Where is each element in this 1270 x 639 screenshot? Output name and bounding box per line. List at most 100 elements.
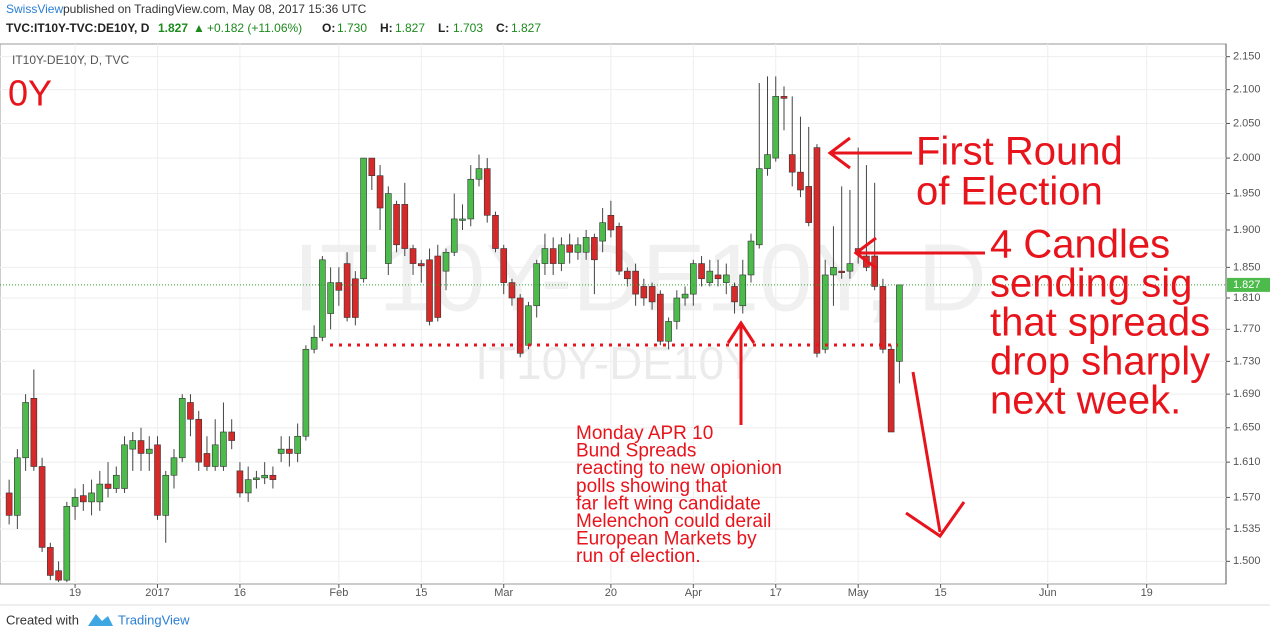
- y-tick-label: 1.770: [1233, 323, 1261, 335]
- change: +0.182 (+11.06%): [207, 21, 302, 35]
- ohlc-label: L:: [438, 21, 449, 35]
- candle-body: [467, 178, 475, 220]
- y-tick-label: 1.690: [1233, 388, 1261, 400]
- x-tick-label: 16: [234, 587, 246, 599]
- candle-body: [624, 270, 631, 280]
- candle-body: [574, 244, 582, 253]
- ohlc-value: 1.827: [395, 21, 425, 35]
- candle-body: [434, 255, 442, 318]
- candle-body: [335, 282, 343, 291]
- author[interactable]: SwissView: [6, 2, 63, 16]
- candle-body: [352, 278, 359, 318]
- candle-body: [731, 286, 738, 303]
- candle-body: [706, 270, 714, 283]
- candle-body: [797, 171, 804, 191]
- published: published on TradingView.com, May 08, 20…: [63, 2, 367, 16]
- candle-body: [426, 259, 433, 322]
- symbol: TVC:IT10Y-TVC:DE10Y, D: [6, 21, 150, 35]
- candle-body: [722, 274, 730, 283]
- corner-label: 0Y: [8, 73, 52, 114]
- x-tick-label: May: [848, 587, 869, 599]
- y-tick-label: 1.610: [1233, 456, 1261, 468]
- candle-body: [253, 477, 260, 480]
- candle-body: [195, 418, 203, 463]
- candle-body: [187, 402, 194, 420]
- candle-body: [450, 218, 458, 253]
- candle-body: [755, 168, 763, 246]
- x-tick-label: Apr: [685, 587, 702, 599]
- candle-body: [533, 263, 540, 307]
- annotation-line: Melenchon could derail: [576, 511, 771, 532]
- candle-body: [220, 431, 227, 467]
- candle-body: [63, 506, 71, 581]
- candle-body: [813, 147, 821, 354]
- candle-body: [203, 453, 211, 467]
- candle-body: [417, 263, 425, 267]
- annotation-line: polls showing that: [576, 476, 728, 497]
- grid: [0, 44, 1226, 584]
- candle-body: [607, 214, 615, 231]
- candle-body: [319, 259, 326, 338]
- candle-body: [714, 274, 722, 280]
- y-tick-label: 1.810: [1233, 292, 1261, 304]
- annotation-line: 4 Candles: [990, 223, 1170, 267]
- candle-body: [442, 251, 450, 272]
- candle-body: [129, 440, 137, 450]
- candle-body: [38, 466, 46, 548]
- chart-title: IT10Y-DE10Y, D, TVC: [12, 53, 130, 67]
- arrow-down: [905, 371, 966, 539]
- candle-body: [310, 336, 318, 350]
- candle-body: [896, 284, 903, 362]
- x-tick-label: 2017: [145, 587, 169, 599]
- x-tick-label: Feb: [329, 587, 348, 599]
- annotation-line: far left wing candidate: [576, 493, 761, 514]
- candle-body: [648, 286, 656, 303]
- candle-body: [459, 218, 466, 221]
- annotation-line: European Markets by: [576, 529, 757, 550]
- candle-body: [475, 168, 483, 180]
- candle-body: [665, 321, 672, 342]
- annotation-line: Bund Spreads: [576, 441, 696, 462]
- candle-body: [343, 263, 351, 318]
- ohlc-label: O:: [322, 21, 335, 35]
- candle-body: [673, 297, 681, 322]
- last-price-box: [1227, 277, 1270, 292]
- candle-body: [821, 274, 829, 350]
- candle-body: [541, 248, 549, 264]
- candle-body: [698, 263, 705, 280]
- candle-body: [30, 398, 38, 467]
- footer-brand[interactable]: TradingView: [118, 612, 190, 627]
- candle-body: [244, 479, 252, 494]
- candle-body: [747, 240, 755, 276]
- arrow: ▲: [193, 21, 205, 35]
- candle-body: [269, 474, 277, 480]
- last-price-label: 1.827: [1233, 279, 1261, 291]
- x-tick-label: Jun: [1039, 587, 1057, 599]
- candle-body: [261, 474, 268, 479]
- y-tick-label: 1.570: [1233, 491, 1261, 503]
- y-tick-label: 1.950: [1233, 187, 1261, 199]
- candle-body: [121, 444, 128, 489]
- ohlc-label: H:: [380, 21, 393, 35]
- annotation-line: run of election.: [576, 546, 701, 567]
- candle-body: [879, 286, 887, 350]
- candle-body: [211, 444, 219, 467]
- annotation-line: Monday APR 10: [576, 423, 713, 444]
- annotation-line: drop sharply: [990, 340, 1210, 384]
- candle-body: [228, 431, 235, 441]
- candle-body: [294, 435, 301, 454]
- candle-body: [71, 497, 79, 507]
- y-tick-label: 2.000: [1233, 152, 1261, 164]
- candle-body: [591, 237, 598, 261]
- annotation-line: First Round: [916, 130, 1123, 174]
- candle-body: [764, 154, 771, 169]
- candle-body: [516, 297, 524, 354]
- candle-body: [508, 282, 516, 299]
- y-tick-label: 1.535: [1233, 523, 1261, 535]
- candle-body: [22, 402, 29, 459]
- candle-body: [154, 444, 161, 516]
- candle-body: [277, 448, 285, 454]
- ohlc-value: 1.703: [453, 21, 483, 35]
